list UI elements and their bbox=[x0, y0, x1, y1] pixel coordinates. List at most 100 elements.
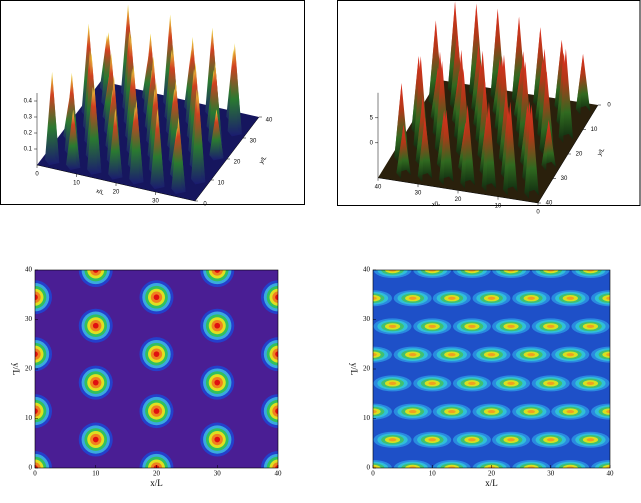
y-tick-label: 40 bbox=[363, 266, 371, 274]
surface-spike-face bbox=[458, 122, 466, 173]
y-axis-label: y/L bbox=[11, 363, 21, 376]
surface-spike-face bbox=[520, 105, 528, 168]
surface-spike-face bbox=[234, 43, 242, 135]
contour-peak bbox=[200, 365, 235, 400]
contour-level bbox=[408, 353, 417, 357]
z-tick-label: 0.1 bbox=[24, 147, 33, 153]
x-tick-label: 20 bbox=[455, 197, 462, 203]
surface-spike-face bbox=[503, 101, 511, 196]
y-tick-label: 20 bbox=[234, 160, 241, 166]
contour-level bbox=[214, 436, 221, 443]
contour-peak bbox=[571, 375, 610, 392]
surface-spike-face bbox=[413, 56, 421, 151]
contour-peak bbox=[452, 270, 491, 278]
contour-level bbox=[468, 381, 476, 385]
contour-level bbox=[566, 296, 575, 300]
y-tick-label: 0 bbox=[203, 202, 207, 208]
surface-spike-face bbox=[436, 110, 445, 170]
surface-spike-face bbox=[428, 20, 436, 107]
contour-level bbox=[448, 353, 456, 357]
contour-level bbox=[373, 353, 377, 357]
surface-spike-face bbox=[411, 55, 419, 135]
x-axis-label: x/L bbox=[150, 478, 163, 488]
contour-peak bbox=[492, 318, 531, 335]
x-tick-label: 30 bbox=[214, 470, 222, 478]
surface-spike-face bbox=[394, 83, 402, 163]
surface-spike-face bbox=[130, 33, 138, 125]
surface-spike-face bbox=[575, 53, 584, 115]
contour-level bbox=[428, 381, 437, 385]
y-tick-label: 0 bbox=[607, 103, 611, 109]
surface-spike-face bbox=[417, 116, 425, 182]
x-tick-label: 10 bbox=[92, 470, 100, 478]
contour-peak bbox=[531, 375, 570, 392]
contour-level bbox=[214, 379, 221, 386]
surface-spike-face bbox=[452, 70, 460, 126]
contour-level bbox=[388, 324, 397, 329]
surface-spike-face bbox=[554, 39, 562, 112]
contour-peak bbox=[78, 365, 113, 400]
contour-peak bbox=[512, 403, 551, 420]
contour-peak bbox=[492, 431, 531, 448]
contour-peak bbox=[373, 290, 392, 307]
x-tick-label: 20 bbox=[153, 470, 161, 478]
surface-spike-face bbox=[518, 61, 526, 152]
contour-peak bbox=[432, 460, 471, 468]
surface-spike-face bbox=[477, 78, 485, 161]
panel-frame bbox=[337, 0, 641, 206]
contour-peak bbox=[432, 290, 471, 307]
contour-level bbox=[388, 270, 397, 272]
contour-level bbox=[35, 408, 38, 414]
contour-level bbox=[35, 351, 38, 357]
surface-spike-face bbox=[212, 27, 220, 116]
contour-level bbox=[408, 409, 417, 414]
surface-spike-face bbox=[524, 104, 532, 199]
contour-level bbox=[586, 438, 595, 442]
surface-spike-face bbox=[471, 44, 479, 114]
contour-peak bbox=[200, 308, 235, 343]
z-tick-label: 0.3 bbox=[24, 115, 33, 121]
contour-level bbox=[468, 270, 476, 272]
contour-peak bbox=[591, 403, 610, 420]
x-tick-label: 10 bbox=[73, 181, 80, 187]
contour-peak bbox=[35, 394, 52, 429]
surface-spike-face bbox=[215, 62, 223, 144]
y-axis-label: y/L bbox=[349, 363, 359, 376]
surface-spike-face bbox=[449, 31, 458, 111]
surface-spike-face bbox=[490, 8, 498, 102]
contour-peak bbox=[373, 460, 392, 468]
surface-spike-face bbox=[133, 65, 141, 154]
contour-peak bbox=[413, 270, 452, 278]
contour-peak bbox=[472, 346, 511, 363]
contour-level bbox=[373, 296, 377, 300]
y-tick-label: 40 bbox=[266, 118, 273, 124]
contour-peak bbox=[531, 318, 570, 335]
surface-spike-face bbox=[52, 71, 60, 164]
contour-level bbox=[487, 409, 496, 414]
contour-level bbox=[275, 351, 278, 357]
contour-level bbox=[566, 466, 575, 468]
contour-level bbox=[448, 466, 456, 468]
contour-peak bbox=[373, 270, 412, 278]
contour-peak bbox=[432, 403, 471, 420]
contour-peak bbox=[551, 290, 590, 307]
contour-peak bbox=[261, 451, 278, 468]
contour-peak bbox=[551, 346, 590, 363]
contour-level bbox=[428, 270, 437, 272]
contour-peak bbox=[571, 431, 610, 448]
contour-peak bbox=[472, 290, 511, 307]
y-tick-label: 20 bbox=[363, 365, 371, 373]
contour-peak bbox=[261, 394, 278, 429]
contour-peak bbox=[452, 375, 491, 392]
contour-peak bbox=[591, 460, 610, 468]
contour-peak bbox=[393, 290, 432, 307]
z-tick-label: 5 bbox=[370, 115, 374, 121]
contour-level bbox=[507, 324, 515, 329]
contour-peak bbox=[373, 375, 412, 392]
contour-level bbox=[428, 438, 437, 442]
x-tick-label: 20 bbox=[113, 190, 120, 196]
y-tick-label: 20 bbox=[576, 152, 583, 158]
y-tick-label: 10 bbox=[591, 127, 598, 133]
contour-level bbox=[92, 379, 99, 386]
contour-level bbox=[275, 294, 278, 301]
